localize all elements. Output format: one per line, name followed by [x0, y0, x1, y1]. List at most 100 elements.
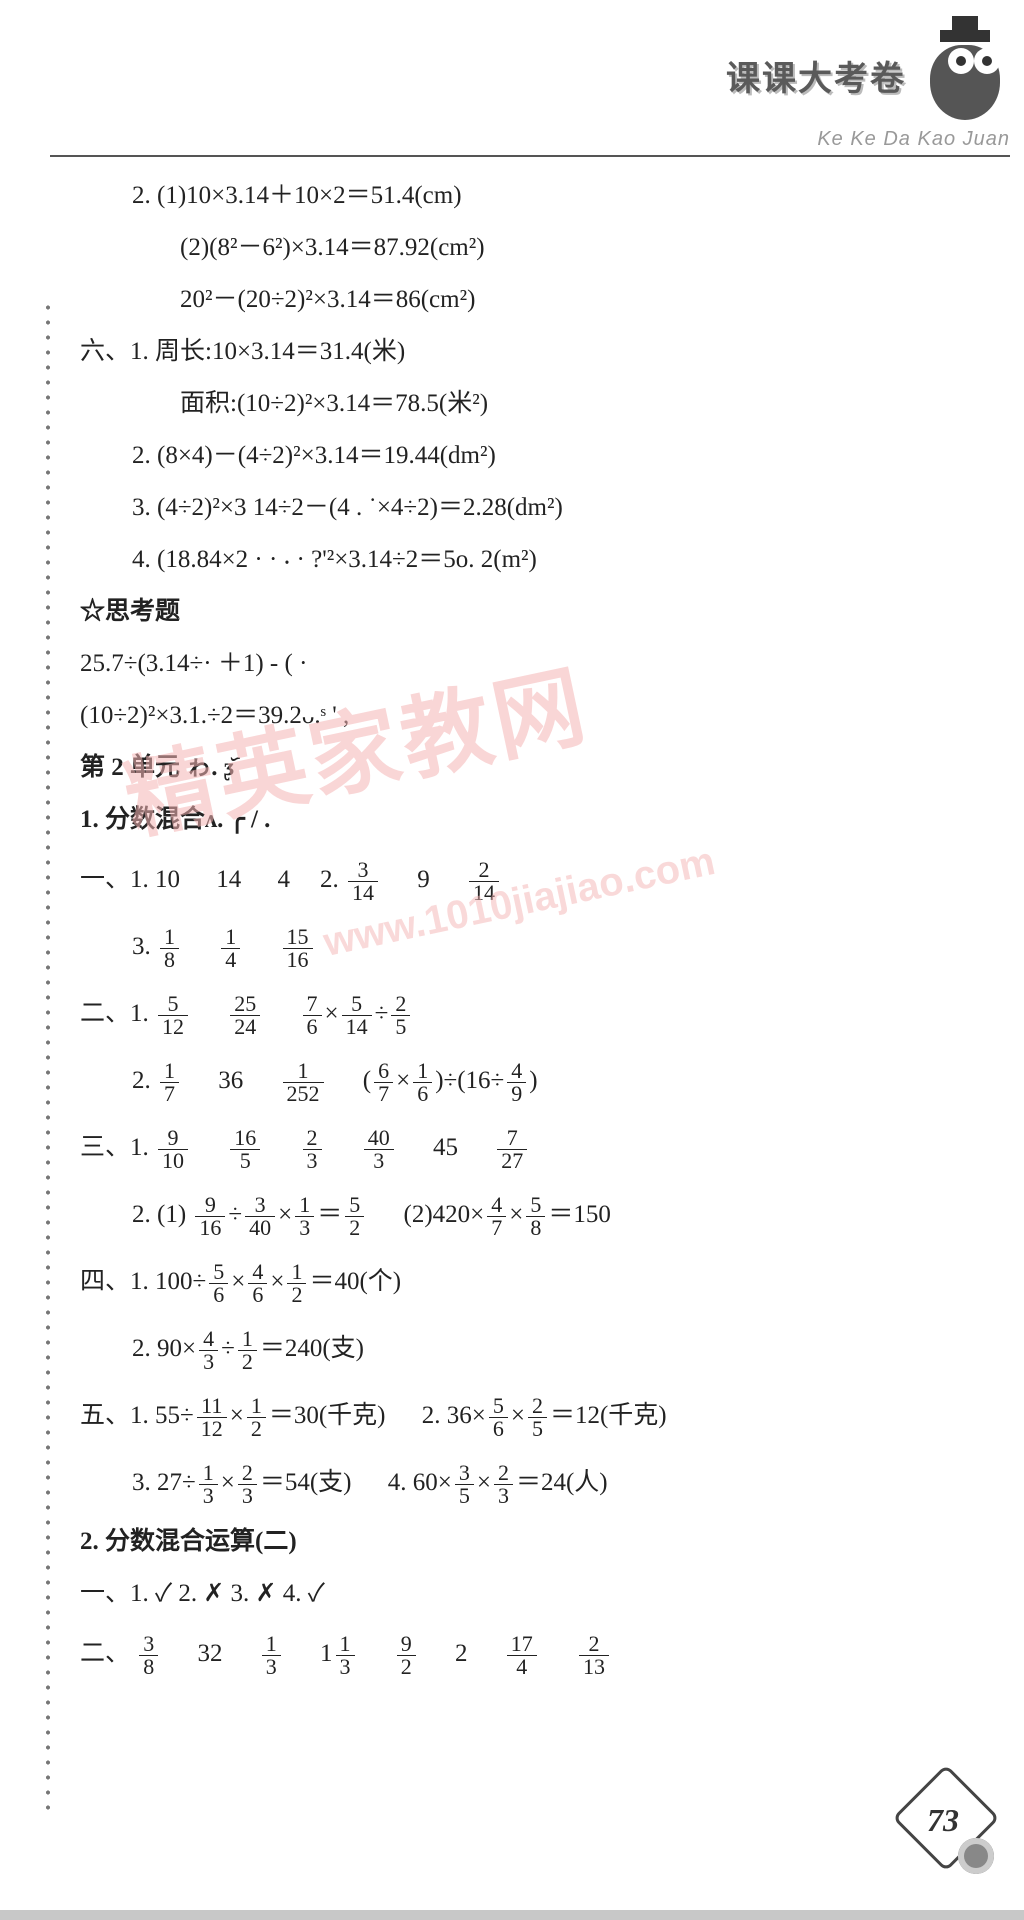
ans-line: 四、1. 100÷56×46×12＝40(个) [80, 1249, 1010, 1314]
ans-line: 2. 17 36 1252 (67×16)÷(16÷49) [80, 1048, 1010, 1113]
fraction: 340 [245, 1194, 275, 1239]
ans-line: (10÷2)²×3.1.÷2＝39.2ᴗ.ˢ ' , [80, 691, 1010, 741]
text-fragment: 2. (1) [132, 1201, 186, 1228]
fraction: 2524 [230, 993, 260, 1038]
fraction: 16 [413, 1060, 432, 1105]
text-fragment: 45 [433, 1134, 458, 1161]
page-number: 73 [900, 1802, 986, 1839]
ans-line: 3. 18 14 1516 [80, 914, 1010, 979]
ans-line: 4. (18.84×2 · · ⸳ · ?'²×3.14÷2＝5o. 2(m²) [80, 535, 1010, 585]
fraction: 512 [158, 993, 188, 1038]
fraction: 1516 [283, 926, 313, 971]
page-number-badge: 73 [900, 1780, 990, 1870]
fraction: 52 [345, 1194, 364, 1239]
fraction: 214 [469, 859, 499, 904]
fraction: 76 [303, 993, 322, 1038]
bonus-heading: ☆思考题 [80, 587, 1010, 637]
ans-line: 二、1. 512 2524 76×514÷25 [80, 981, 1010, 1046]
ans-line: 二、 38 32 13 113 92 2 174 213 [80, 1621, 1010, 1686]
text-fragment: ＝24(人) [516, 1469, 608, 1496]
text-fragment: 2. 90× [132, 1335, 196, 1362]
text-fragment: 五、1. 55÷ [80, 1402, 194, 1429]
text-fragment: 1 [320, 1640, 333, 1667]
fraction: 174 [507, 1633, 537, 1678]
text-fragment: 二、 [80, 1640, 130, 1667]
ans-line: (2)(8²－6²)×3.14＝87.92(cm²) [80, 223, 1010, 273]
fraction: 13 [199, 1462, 218, 1507]
series-pinyin: Ke Ke Da Kao Juan [50, 128, 1010, 151]
fraction: 23 [494, 1462, 513, 1507]
text-fragment: 14 [216, 866, 241, 893]
fraction: 18 [160, 926, 179, 971]
fraction: 12 [247, 1395, 266, 1440]
ans-line: 一、1. ✓ 2. ✗ 3. ✗ 4. ✓ [80, 1569, 1010, 1619]
text-fragment: 3. [132, 933, 151, 960]
text-fragment: 2. 36× [422, 1402, 486, 1429]
ans-line: 3. (4÷2)²×3 14÷2－(4 . ˙×4÷2)＝2.28(dm²) [80, 483, 1010, 533]
fraction: 46 [248, 1261, 267, 1306]
text-fragment: 2. [132, 1067, 151, 1094]
text-fragment: 4 [278, 866, 291, 893]
text-fragment: (2)420× [404, 1201, 485, 1228]
fraction: 916 [195, 1194, 225, 1239]
unit-heading: 第 2 单元 ゎ. ᶚ᷃ [80, 743, 1010, 793]
fraction: 514 [342, 993, 372, 1038]
ans-line: 2. 90×43÷12＝240(支) [80, 1316, 1010, 1381]
fraction: 910 [158, 1127, 188, 1172]
ans-line: 3. 27÷13×23＝54(支) 4. 60×35×23＝24(人) [80, 1450, 1010, 1515]
text-fragment: ＝40(个) [309, 1268, 401, 1295]
ans-line: 一、1. 10 14 42. 314 9 214 [80, 847, 1010, 912]
ans-line: 六、1. 周长:10×3.14＝31.4(米) [80, 327, 1010, 377]
fraction: 23 [303, 1127, 322, 1172]
text-fragment: 2 [455, 1640, 468, 1667]
ans-line: 2. (1)10×3.14＋10×2＝51.4(cm) [80, 171, 1010, 221]
text-fragment: ＝240(支) [260, 1335, 364, 1362]
ans-line: 20²－(20÷2)²×3.14＝86(cm²) [80, 275, 1010, 325]
ans-line: 面积:(10÷2)²×3.14＝78.5(米²) [80, 379, 1010, 429]
fraction: 58 [526, 1194, 545, 1239]
series-title: 课课大考卷 [726, 51, 906, 100]
text-fragment: 四、1. 100÷ [80, 1268, 206, 1295]
text-fragment: 9 [417, 866, 430, 893]
fraction: 49 [507, 1060, 526, 1105]
fraction: 38 [139, 1633, 158, 1678]
page-header: 课课大考卷 [50, 30, 1010, 120]
ans-line: 2. (8×4)－(4÷2)²×3.14＝19.44(dm²) [80, 431, 1010, 481]
ans-line: 25.7÷(3.14÷· ＋1) - ( · [80, 639, 1010, 689]
fraction: 12 [287, 1261, 306, 1306]
text-fragment: 4. 60× [388, 1469, 452, 1496]
fraction: 25 [528, 1395, 547, 1440]
worksheet-page: 课课大考卷 Ke Ke Da Kao Juan 精英家教网 www.1010ji… [0, 0, 1024, 1910]
fraction: 25 [391, 993, 410, 1038]
text-fragment: ＝54(支) [260, 1469, 352, 1496]
fraction: 13 [336, 1633, 355, 1678]
fraction: 23 [238, 1462, 257, 1507]
fraction: 92 [397, 1633, 416, 1678]
text-fragment: 3. 27÷ [132, 1469, 196, 1496]
text-fragment: 一、1. 10 [80, 866, 180, 893]
fraction: 67 [374, 1060, 393, 1105]
fraction: 1112 [197, 1395, 227, 1440]
text-fragment: ＝12(千克) [550, 1402, 667, 1429]
fraction: 35 [455, 1462, 474, 1507]
fraction: 314 [348, 859, 378, 904]
topic-heading: 1. 分数混合ᴧ. ╭ / . [80, 795, 1010, 845]
spiral-binding-decor [45, 300, 51, 1810]
header-divider [50, 155, 1010, 157]
fraction: 56 [489, 1395, 508, 1440]
fraction: 17 [160, 1060, 179, 1105]
ans-line: 五、1. 55÷1112×12＝30(千克) 2. 36×56×25＝12(千克… [80, 1383, 1010, 1448]
fraction: 47 [487, 1194, 506, 1239]
fraction: 1252 [283, 1060, 324, 1105]
gear-icon [958, 1838, 994, 1874]
fraction: 43 [199, 1328, 218, 1373]
text-fragment: 32 [198, 1640, 223, 1667]
fraction: 165 [230, 1127, 260, 1172]
text-fragment: ＝150 [548, 1201, 611, 1228]
fraction: 213 [579, 1633, 609, 1678]
owl-mascot-icon [920, 30, 1010, 120]
fraction: 14 [221, 926, 240, 971]
answer-content: 2. (1)10×3.14＋10×2＝51.4(cm) (2)(8²－6²)×3… [50, 171, 1010, 1686]
ans-line: 三、1. 910 165 23 403 45 727 [80, 1115, 1010, 1180]
topic-heading: 2. 分数混合运算(二) [80, 1517, 1010, 1567]
